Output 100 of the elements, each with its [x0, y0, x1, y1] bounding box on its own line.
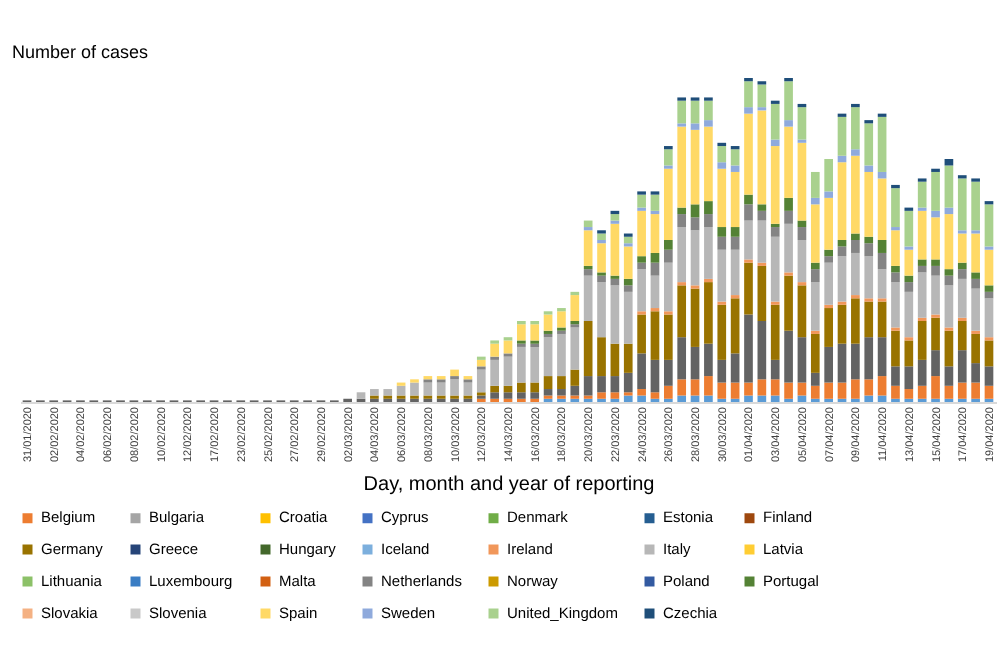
bar [770, 304, 780, 360]
bar [610, 343, 620, 377]
bar [650, 359, 660, 393]
bar [797, 227, 807, 240]
bar [917, 321, 927, 360]
bar [650, 262, 660, 276]
bar [557, 333, 566, 377]
bar [744, 314, 753, 383]
bar [597, 376, 606, 393]
bar [851, 343, 860, 380]
bar [944, 330, 954, 367]
bar [837, 256, 847, 302]
bar [663, 249, 673, 263]
bar [450, 379, 459, 396]
bar [450, 369, 459, 377]
bar [730, 236, 740, 250]
bar [957, 178, 967, 231]
bar [917, 210, 927, 260]
bar [356, 392, 366, 399]
bar [784, 275, 793, 331]
bar [904, 291, 914, 338]
bar [677, 337, 687, 380]
bar [744, 262, 753, 315]
bar [784, 126, 793, 198]
bar [463, 382, 473, 396]
bar [984, 340, 994, 367]
bar [891, 385, 900, 399]
bar [744, 204, 753, 221]
bar [610, 223, 620, 276]
bar [984, 366, 994, 386]
bar [690, 217, 700, 231]
bar [797, 285, 807, 338]
bar [503, 340, 513, 354]
bar [757, 204, 767, 211]
bar [650, 311, 660, 360]
bar [730, 165, 740, 172]
bar [677, 126, 687, 208]
bar [650, 392, 660, 399]
bar [717, 162, 727, 169]
bar [663, 262, 673, 312]
bar [757, 321, 767, 380]
bar [971, 181, 980, 231]
bar [476, 369, 486, 393]
bar [610, 376, 620, 393]
bar [583, 321, 593, 377]
bar [877, 240, 887, 253]
bar [971, 278, 980, 289]
bar [370, 389, 379, 396]
bar [864, 379, 874, 396]
bar [730, 249, 740, 296]
bar [570, 369, 580, 386]
bar [650, 214, 660, 253]
bar [824, 197, 833, 250]
bar [730, 382, 740, 399]
bar [810, 385, 820, 399]
bar [543, 314, 553, 331]
bar [824, 346, 833, 383]
bar [797, 337, 807, 383]
bar [931, 171, 940, 211]
bar [623, 285, 633, 292]
bar [704, 126, 713, 202]
bar [917, 259, 927, 266]
bar [770, 146, 780, 224]
bar [650, 275, 660, 309]
bar [663, 385, 673, 399]
bar [904, 366, 914, 390]
bar [650, 194, 660, 211]
bar [517, 324, 526, 341]
bar [824, 256, 833, 263]
bar [597, 282, 606, 338]
bar [824, 191, 833, 198]
bar [610, 285, 620, 344]
bar [944, 214, 954, 270]
bar [851, 379, 860, 399]
bar [971, 382, 980, 399]
bar [891, 366, 900, 386]
bar [436, 382, 446, 396]
bar [583, 269, 593, 276]
bar [663, 168, 673, 240]
bar [931, 376, 940, 399]
bar [704, 120, 713, 127]
bar [877, 252, 887, 270]
bar [503, 356, 513, 386]
bar [744, 220, 753, 260]
bar [957, 350, 967, 383]
bar [717, 236, 727, 250]
bar [957, 233, 967, 263]
bar [570, 295, 580, 321]
bar [690, 230, 700, 286]
bar [851, 240, 860, 253]
bar [784, 197, 793, 211]
bar [623, 278, 633, 286]
bar [583, 230, 593, 266]
bar [917, 359, 927, 386]
bar [931, 350, 940, 377]
bar [971, 288, 980, 331]
bar [784, 382, 793, 399]
bar [810, 171, 820, 198]
bar [597, 337, 606, 377]
bar [824, 262, 833, 305]
